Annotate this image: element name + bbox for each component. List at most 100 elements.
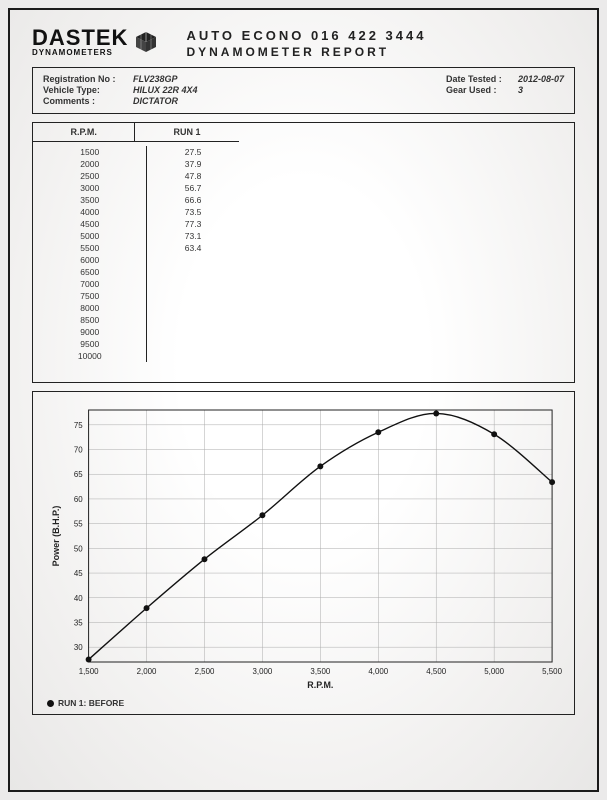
svg-text:5,500: 5,500 xyxy=(542,667,562,676)
svg-text:Power (B.H.P.): Power (B.H.P.) xyxy=(51,506,61,567)
run1-cell: 37.9 xyxy=(147,158,239,170)
table-row: 9000 xyxy=(33,326,239,338)
svg-text:50: 50 xyxy=(74,544,83,553)
run1-cell xyxy=(147,350,239,362)
rpm-cell: 8000 xyxy=(33,302,147,314)
rpm-cell: 10000 xyxy=(33,350,147,362)
gear-val: 3 xyxy=(518,85,523,95)
rpm-cell: 9500 xyxy=(33,338,147,350)
rpm-cell: 8500 xyxy=(33,314,147,326)
brand-name: DASTEK xyxy=(32,28,128,48)
svg-text:35: 35 xyxy=(74,618,83,627)
svg-text:30: 30 xyxy=(74,643,83,652)
rpm-cell: 7500 xyxy=(33,290,147,302)
report-page: DASTEK DYNAMOMETERS AUTO ECONO 016 422 3… xyxy=(8,8,599,792)
rpm-cell: 4500 xyxy=(33,218,147,230)
report-title-line1: AUTO ECONO 016 422 3444 xyxy=(186,28,575,43)
comments-label: Comments : xyxy=(43,96,133,106)
rpm-cell: 3500 xyxy=(33,194,147,206)
run1-cell: 63.4 xyxy=(147,242,239,254)
cube-icon xyxy=(134,30,158,54)
table-row: 8500 xyxy=(33,314,239,326)
rpm-cell: 2000 xyxy=(33,158,147,170)
run1-cell xyxy=(147,326,239,338)
table-row: 200037.9 xyxy=(33,158,239,170)
reg-val: FLV238GP xyxy=(133,74,178,84)
table-row: 300056.7 xyxy=(33,182,239,194)
table-row: 400073.5 xyxy=(33,206,239,218)
rpm-cell: 5000 xyxy=(33,230,147,242)
table-row: 500073.1 xyxy=(33,230,239,242)
table-row: 250047.8 xyxy=(33,170,239,182)
svg-text:2,000: 2,000 xyxy=(137,667,157,676)
info-box: Registration No :FLV238GP Vehicle Type:H… xyxy=(32,67,575,114)
svg-text:R.P.M.: R.P.M. xyxy=(307,680,333,690)
legend-label: RUN 1: BEFORE xyxy=(58,698,124,708)
brand-sub: DYNAMOMETERS xyxy=(32,48,128,57)
svg-text:45: 45 xyxy=(74,569,83,578)
svg-text:75: 75 xyxy=(74,421,83,430)
table-row: 6000 xyxy=(33,254,239,266)
table-row: 7000 xyxy=(33,278,239,290)
run1-cell: 77.3 xyxy=(147,218,239,230)
data-table-wrap: R.P.M. RUN 1 150027.5200037.9250047.8300… xyxy=(32,122,575,383)
run1-cell: 56.7 xyxy=(147,182,239,194)
chart-box: 1,5002,0002,5003,0003,5004,0004,5005,000… xyxy=(32,391,575,715)
rpm-cell: 7000 xyxy=(33,278,147,290)
brand: DASTEK DYNAMOMETERS xyxy=(32,28,158,57)
report-title: AUTO ECONO 016 422 3444 DYNAMOMETER REPO… xyxy=(186,28,575,59)
table-row: 9500 xyxy=(33,338,239,350)
svg-text:3,000: 3,000 xyxy=(253,667,273,676)
run1-cell xyxy=(147,302,239,314)
data-table: R.P.M. RUN 1 xyxy=(33,123,239,142)
table-row: 6500 xyxy=(33,266,239,278)
table-row: 10000 xyxy=(33,350,239,362)
rpm-cell: 9000 xyxy=(33,326,147,338)
run1-cell xyxy=(147,254,239,266)
col-run1: RUN 1 xyxy=(135,123,239,142)
run1-cell: 47.8 xyxy=(147,170,239,182)
table-row: 8000 xyxy=(33,302,239,314)
data-rows: 150027.5200037.9250047.8300056.7350066.6… xyxy=(33,146,239,362)
rpm-cell: 2500 xyxy=(33,170,147,182)
run1-cell: 66.6 xyxy=(147,194,239,206)
date-label: Date Tested : xyxy=(446,74,518,84)
header: DASTEK DYNAMOMETERS AUTO ECONO 016 422 3… xyxy=(32,28,575,59)
svg-text:2,500: 2,500 xyxy=(195,667,215,676)
rpm-cell: 4000 xyxy=(33,206,147,218)
svg-text:65: 65 xyxy=(74,470,83,479)
svg-text:4,500: 4,500 xyxy=(426,667,446,676)
date-val: 2012-08-07 xyxy=(518,74,564,84)
table-row: 550063.4 xyxy=(33,242,239,254)
report-title-line2: DYNAMOMETER REPORT xyxy=(186,45,575,59)
legend-marker-icon xyxy=(47,700,54,707)
comments-val: DICTATOR xyxy=(133,96,178,106)
run1-cell xyxy=(147,314,239,326)
svg-text:40: 40 xyxy=(74,594,83,603)
run1-cell xyxy=(147,290,239,302)
vehicle-label: Vehicle Type: xyxy=(43,85,133,95)
power-chart: 1,5002,0002,5003,0003,5004,0004,5005,000… xyxy=(47,402,562,692)
svg-text:4,000: 4,000 xyxy=(368,667,388,676)
run1-cell: 27.5 xyxy=(147,146,239,158)
table-row: 150027.5 xyxy=(33,146,239,158)
table-row: 7500 xyxy=(33,290,239,302)
rpm-cell: 6000 xyxy=(33,254,147,266)
run1-cell xyxy=(147,266,239,278)
svg-text:5,000: 5,000 xyxy=(484,667,504,676)
run1-cell xyxy=(147,278,239,290)
table-row: 350066.6 xyxy=(33,194,239,206)
chart-area: 1,5002,0002,5003,0003,5004,0004,5005,000… xyxy=(47,402,562,692)
gear-label: Gear Used : xyxy=(446,85,518,95)
vehicle-val: HILUX 22R 4X4 xyxy=(133,85,198,95)
table-row: 450077.3 xyxy=(33,218,239,230)
col-rpm: R.P.M. xyxy=(33,123,135,142)
svg-text:55: 55 xyxy=(74,520,83,529)
run1-cell: 73.5 xyxy=(147,206,239,218)
rpm-cell: 6500 xyxy=(33,266,147,278)
rpm-cell: 1500 xyxy=(33,146,147,158)
svg-text:1,500: 1,500 xyxy=(79,667,99,676)
rpm-cell: 3000 xyxy=(33,182,147,194)
reg-label: Registration No : xyxy=(43,74,133,84)
svg-text:60: 60 xyxy=(74,495,83,504)
